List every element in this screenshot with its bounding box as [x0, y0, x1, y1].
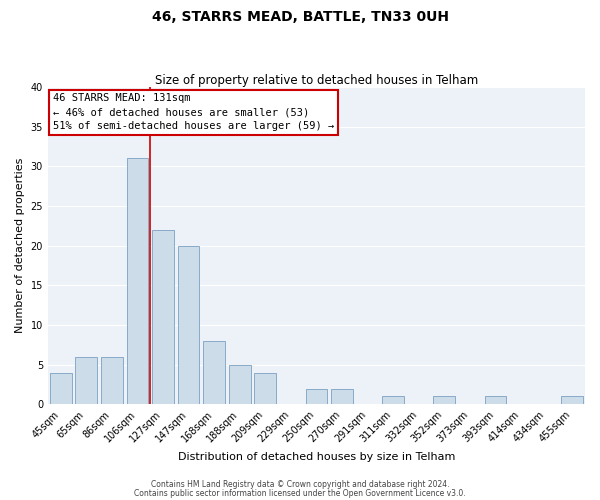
Bar: [485, 396, 506, 404]
Bar: [76, 357, 97, 405]
Text: Contains public sector information licensed under the Open Government Licence v3: Contains public sector information licen…: [134, 488, 466, 498]
Bar: [127, 158, 148, 404]
Bar: [203, 341, 225, 404]
Bar: [178, 246, 199, 404]
Bar: [382, 396, 404, 404]
Bar: [254, 372, 276, 404]
Bar: [331, 388, 353, 404]
Y-axis label: Number of detached properties: Number of detached properties: [15, 158, 25, 334]
Bar: [305, 388, 328, 404]
Bar: [433, 396, 455, 404]
Bar: [101, 357, 123, 405]
Bar: [562, 396, 583, 404]
Text: 46 STARRS MEAD: 131sqm
← 46% of detached houses are smaller (53)
51% of semi-det: 46 STARRS MEAD: 131sqm ← 46% of detached…: [53, 94, 334, 132]
Text: Contains HM Land Registry data © Crown copyright and database right 2024.: Contains HM Land Registry data © Crown c…: [151, 480, 449, 489]
Bar: [152, 230, 174, 404]
Title: Size of property relative to detached houses in Telham: Size of property relative to detached ho…: [155, 74, 478, 87]
X-axis label: Distribution of detached houses by size in Telham: Distribution of detached houses by size …: [178, 452, 455, 462]
Bar: [50, 372, 71, 404]
Text: 46, STARRS MEAD, BATTLE, TN33 0UH: 46, STARRS MEAD, BATTLE, TN33 0UH: [151, 10, 449, 24]
Bar: [229, 364, 251, 405]
